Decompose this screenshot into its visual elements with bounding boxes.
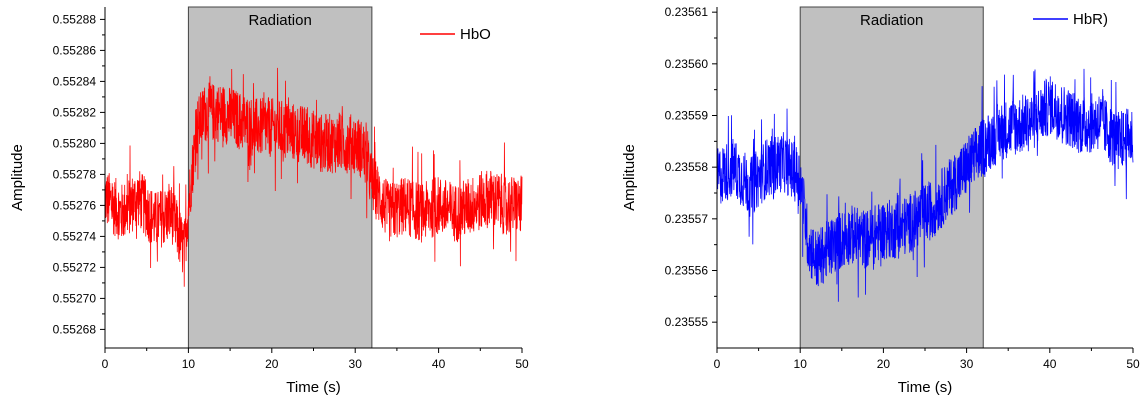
chart0-y-tick-label: 0.55280 xyxy=(53,136,97,150)
chart0-y-tick-label: 0.55270 xyxy=(53,291,97,305)
chart0-y-tick-label: 0.55276 xyxy=(53,198,97,212)
chart0-legend-label: HbO xyxy=(460,26,491,43)
chart0-panel: Radiation HbO 0 10 20 30 40 50 0.55268 0.55270 0.5… xyxy=(9,6,529,396)
chart0-y-tick-label: 0.55288 xyxy=(53,12,97,26)
chart1-y-tick-label: 0.23559 xyxy=(665,109,709,123)
chart0-x-tick-label: 10 xyxy=(182,357,196,371)
chart1-y-tick-label: 0.23556 xyxy=(665,264,709,278)
chart0-series-0-line xyxy=(104,67,523,287)
chart0-x-tick-label: 40 xyxy=(432,357,446,371)
chart0-x-tick-label: 50 xyxy=(515,357,529,371)
chart0-y-tick-label: 0.55284 xyxy=(53,74,97,88)
chart1-shaded-region xyxy=(799,6,984,349)
chart0-y-tick-label: 0.55278 xyxy=(53,167,97,181)
chart1-x-tick-label: 50 xyxy=(1126,357,1140,371)
chart0-x-axis-title: Time (s) xyxy=(286,379,340,396)
chart0-y-tick-label: 0.55272 xyxy=(53,260,97,274)
chart1-x-tick-label: 40 xyxy=(1043,357,1057,371)
chart0-x-tick-label: 20 xyxy=(265,357,279,371)
chart1-y-tick-label: 0.23557 xyxy=(665,212,709,226)
chart1-y-tick-label: 0.23555 xyxy=(665,315,709,329)
chart0-y-tick-label: 0.55268 xyxy=(53,322,97,336)
chart1-panel: Radiation HbR) 0 10 20 30 40 50 0.23555 0.23556 0.… xyxy=(621,5,1140,396)
chart0-y-tick-label: 0.55282 xyxy=(53,105,97,119)
chart1-x-axis-title: Time (s) xyxy=(898,379,952,396)
chart1-y-tick-label: 0.23560 xyxy=(665,57,709,71)
chart0-shaded-region xyxy=(187,6,373,349)
chart1-x-tick-label: 30 xyxy=(960,357,974,371)
chart1-x-tick-label: 0 xyxy=(714,357,721,371)
chart1-x-tick-label: 20 xyxy=(877,357,891,371)
chart1-y-tick-label: 0.23558 xyxy=(665,160,709,174)
chart1-shaded-region-label: Radiation xyxy=(860,12,923,29)
chart1-y-tick-label: 0.23561 xyxy=(665,5,709,19)
chart0-y-axis-title: Amplitude xyxy=(9,144,26,211)
chart1-legend-label: HbR) xyxy=(1073,11,1108,28)
chart1-series-0-line xyxy=(716,68,1134,302)
chart1-y-axis-title: Amplitude xyxy=(621,144,638,211)
chart0-x-tick-label: 30 xyxy=(349,357,363,371)
chart1-x-tick-label: 10 xyxy=(794,357,808,371)
chart0-y-tick-label: 0.55286 xyxy=(53,43,97,57)
chart0-shaded-region-label: Radiation xyxy=(248,12,311,29)
chart0-x-tick-label: 0 xyxy=(102,357,109,371)
chart0-y-tick-label: 0.55274 xyxy=(53,229,97,243)
